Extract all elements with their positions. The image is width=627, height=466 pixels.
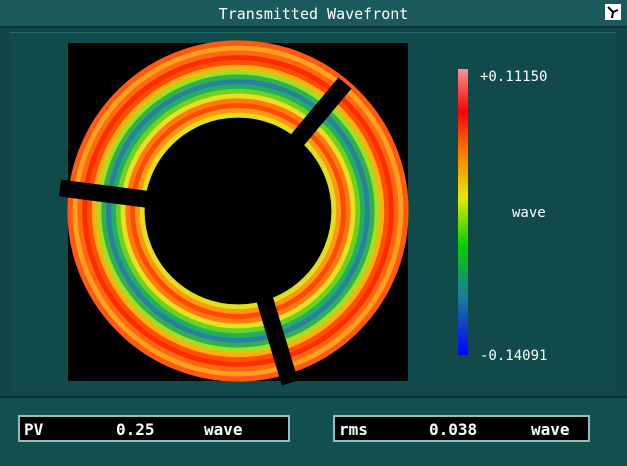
map-panel: +0.11150 wave -0.14091 [10, 32, 616, 393]
colorbar [458, 69, 468, 355]
map-ring [81, 54, 395, 368]
stat-label: rms [339, 420, 368, 439]
window-icon[interactable] [605, 4, 621, 20]
stat-value: 0.038 [429, 420, 478, 439]
stat-label: PV [24, 420, 44, 439]
stat-unit: wave [204, 420, 243, 439]
map-ring [72, 45, 404, 377]
map-ring [77, 50, 399, 372]
map-ring [110, 83, 366, 339]
map-ring [134, 107, 342, 315]
stat-value: 0.25 [116, 420, 155, 439]
window-title: Transmitted Wavefront [218, 5, 409, 23]
map-ring [139, 112, 337, 310]
map-ring [101, 74, 375, 348]
stat-unit: wave [531, 420, 570, 439]
map-ring [86, 59, 390, 363]
wavefront-map [67, 40, 409, 382]
colorbar-max: +0.11150 [480, 69, 548, 85]
title-bar: Transmitted Wavefront [0, 0, 627, 28]
map-ring [120, 93, 356, 329]
map-ring [105, 78, 371, 344]
map-ring [67, 40, 409, 382]
colorbar-unit: wave [512, 205, 546, 221]
map-ring [129, 102, 347, 320]
map-ring [124, 97, 352, 325]
rms-box: rms 0.038 wave [333, 415, 590, 442]
map-ring [91, 64, 385, 358]
pv-box: PV 0.25 wave [18, 415, 290, 442]
map-ring [96, 69, 380, 353]
wavefront-view [58, 40, 468, 386]
map-ring [115, 88, 361, 334]
stats-bar: PV 0.25 wave rms 0.038 wave [0, 396, 627, 466]
colorbar-min: -0.14091 [480, 348, 548, 364]
